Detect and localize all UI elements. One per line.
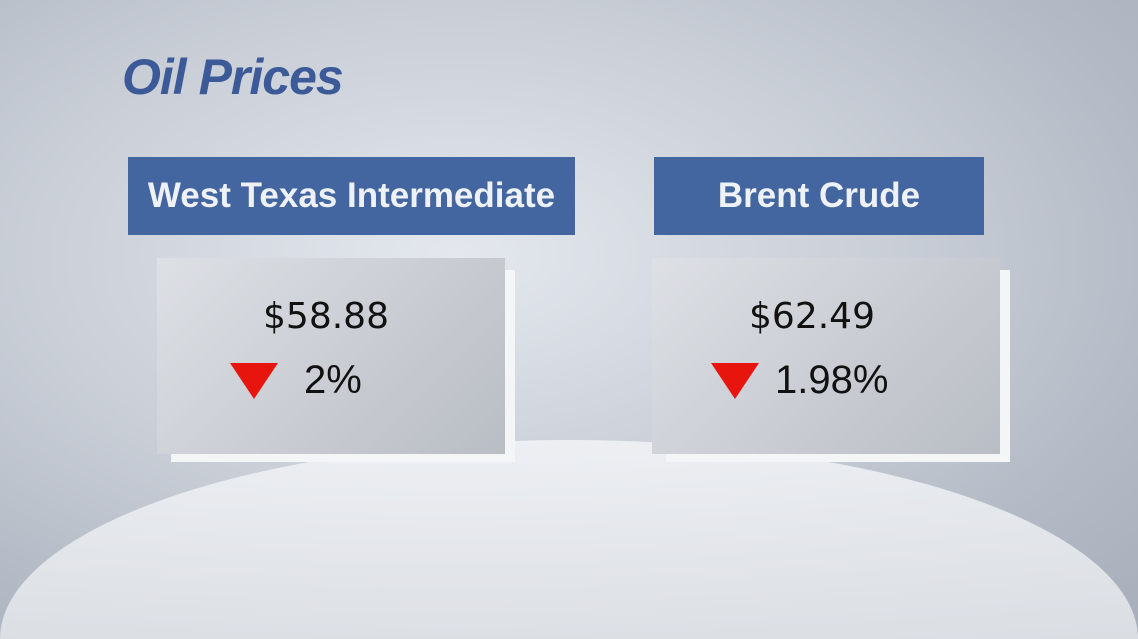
wti-change: 2% [304, 358, 362, 402]
brent-header: Brent Crude [654, 157, 984, 235]
down-arrow-icon [711, 362, 759, 399]
wti-price: $58.88 [263, 296, 389, 337]
brent-card: $62.49 1.98% [652, 258, 1000, 454]
wti-card: $58.88 2% [157, 258, 505, 454]
down-arrow-icon [230, 362, 278, 399]
wti-header: West Texas Intermediate [128, 157, 575, 235]
background-swoosh [0, 440, 1138, 639]
page-title: Oil Prices [122, 49, 344, 105]
brent-price: $62.49 [749, 296, 875, 337]
brent-change: 1.98% [775, 358, 889, 402]
